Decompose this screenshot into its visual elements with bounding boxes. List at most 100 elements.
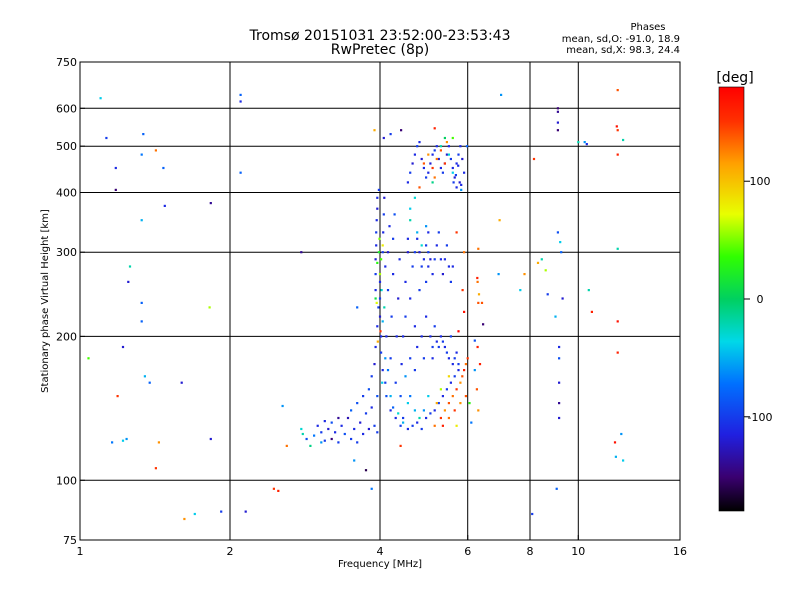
data-point	[105, 136, 108, 140]
data-point	[577, 141, 580, 144]
data-point	[453, 409, 456, 412]
data-point	[583, 141, 586, 144]
data-point	[427, 171, 430, 174]
data-point	[413, 369, 416, 372]
data-point	[337, 416, 340, 420]
data-point	[353, 427, 356, 431]
data-point	[431, 357, 434, 360]
data-point	[451, 136, 454, 140]
colorbar-tick-label: -100	[748, 411, 773, 424]
data-point	[87, 357, 90, 360]
data-point	[376, 207, 379, 210]
data-point	[340, 424, 343, 427]
data-point	[392, 273, 395, 276]
data-point	[431, 166, 434, 170]
data-point	[420, 244, 423, 247]
data-point	[457, 369, 460, 372]
data-point	[558, 402, 561, 405]
data-point	[376, 431, 379, 434]
data-point	[473, 339, 476, 342]
data-points	[87, 89, 625, 521]
data-point	[461, 289, 464, 292]
data-point	[433, 127, 436, 130]
data-point	[370, 487, 373, 490]
data-point	[439, 258, 442, 261]
data-point	[272, 487, 275, 490]
data-point	[425, 280, 428, 283]
grid-lines	[80, 62, 680, 540]
data-point	[478, 363, 482, 366]
data-point	[404, 315, 407, 318]
data-point	[399, 444, 402, 447]
data-point	[350, 437, 353, 441]
data-point	[425, 244, 428, 247]
data-point	[615, 125, 618, 128]
data-point	[323, 439, 326, 442]
data-point	[561, 297, 564, 300]
data-point	[455, 231, 458, 234]
data-point	[445, 141, 448, 144]
data-point	[346, 416, 350, 420]
data-point	[140, 219, 143, 222]
data-point	[431, 181, 434, 184]
data-point	[380, 351, 383, 354]
data-point	[443, 136, 446, 140]
data-point	[445, 388, 448, 391]
data-point	[399, 395, 402, 398]
data-point	[425, 416, 428, 420]
data-point	[239, 93, 242, 96]
colorbar-tick-label: 0	[757, 293, 764, 306]
data-point	[531, 512, 534, 516]
data-point	[413, 153, 416, 156]
data-point	[437, 345, 440, 349]
data-point	[477, 247, 480, 250]
data-point	[140, 301, 143, 304]
data-point	[406, 181, 409, 184]
data-point	[409, 219, 412, 222]
data-point	[406, 402, 409, 405]
data-point	[356, 306, 359, 309]
data-point	[433, 176, 436, 179]
data-point	[409, 395, 412, 398]
data-point	[379, 330, 382, 333]
data-point	[381, 381, 384, 384]
data-point	[418, 416, 421, 420]
data-point	[431, 273, 434, 276]
data-point	[281, 404, 284, 408]
x-tick-label: 4	[377, 545, 384, 558]
data-point	[375, 219, 378, 222]
y-tick-label: 75	[63, 534, 77, 547]
data-point	[616, 129, 619, 132]
data-point	[558, 381, 561, 384]
data-point	[532, 157, 536, 161]
data-point	[447, 145, 450, 148]
data-point	[473, 369, 476, 372]
data-point	[558, 416, 561, 420]
data-point	[116, 395, 119, 398]
data-point	[441, 171, 444, 174]
data-point	[330, 437, 333, 441]
data-point	[384, 381, 387, 384]
data-point	[420, 335, 423, 338]
x-tick-label: 2	[227, 545, 234, 558]
data-point	[384, 265, 387, 268]
data-point	[422, 166, 425, 170]
data-point	[374, 297, 377, 300]
data-point	[433, 325, 436, 328]
data-point	[209, 437, 212, 441]
data-point	[554, 315, 557, 318]
data-point	[380, 258, 383, 261]
data-point	[388, 225, 391, 228]
data-point	[463, 369, 466, 372]
data-point	[519, 289, 522, 292]
data-point	[409, 207, 412, 210]
data-point	[157, 441, 160, 444]
data-point	[364, 469, 368, 472]
data-point	[616, 89, 619, 92]
data-point	[373, 129, 376, 132]
data-point	[429, 162, 432, 165]
x-tick-label: 16	[673, 545, 687, 558]
data-point	[455, 162, 458, 165]
data-point	[111, 441, 114, 444]
